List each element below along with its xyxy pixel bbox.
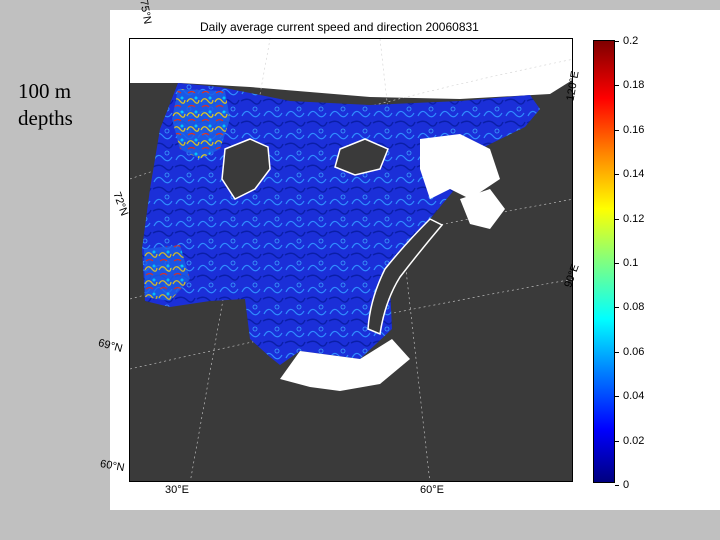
colorbar-tick-mark [615,440,619,442]
colorbar-tick-mark [615,485,619,486]
colorbar-tick-label: 0 [623,479,630,491]
colorbar-tick-label: 0.12 [623,212,645,225]
island-novaya-zemlya [367,218,444,336]
colorbar-tick-mark [615,218,619,220]
colorbar-tick-mark [615,41,619,42]
colorbar-tick-mark [615,174,619,176]
ice-region-kara [420,134,500,199]
current-speed-map [129,38,573,482]
island-svalbard [221,138,271,200]
colorbar-tick-mark [615,129,619,131]
colorbar-tick-label: 0.2 [623,35,639,47]
slide-caption: 100 m depths [18,79,73,130]
colorbar-tick-mark [615,351,619,353]
high-current-zone-coast [144,245,190,301]
colorbar-tick-label: 0.02 [623,434,645,447]
colorbar-tick-mark [615,85,619,87]
colorbar-tick-label: 0.16 [623,123,645,136]
map-svg [130,39,572,481]
colorbar-tick-label: 0.06 [623,345,645,358]
colorbar-tick-label: 0.04 [623,390,645,403]
colorbar-tick-label: 0.18 [623,79,645,92]
white-sea-region [280,339,410,391]
high-current-zone-west [172,89,230,159]
colorbar-tick-mark [615,263,619,264]
colorbar [593,40,615,483]
lon-label-30: 30°E [165,484,189,496]
colorbar-tick-label: 0.14 [623,168,645,181]
colorbar-tick-mark [615,396,619,398]
colorbar-tick-mark [615,307,619,309]
island-franz-josef [334,138,389,176]
colorbar-tick-label: 0.1 [623,257,639,269]
map-title: Daily average current speed and directio… [200,20,479,34]
lon-label-60: 60°E [420,484,444,496]
ice-patch [460,189,505,229]
colorbar-tick-label: 0.08 [623,301,645,314]
ice-region-north [130,39,572,99]
